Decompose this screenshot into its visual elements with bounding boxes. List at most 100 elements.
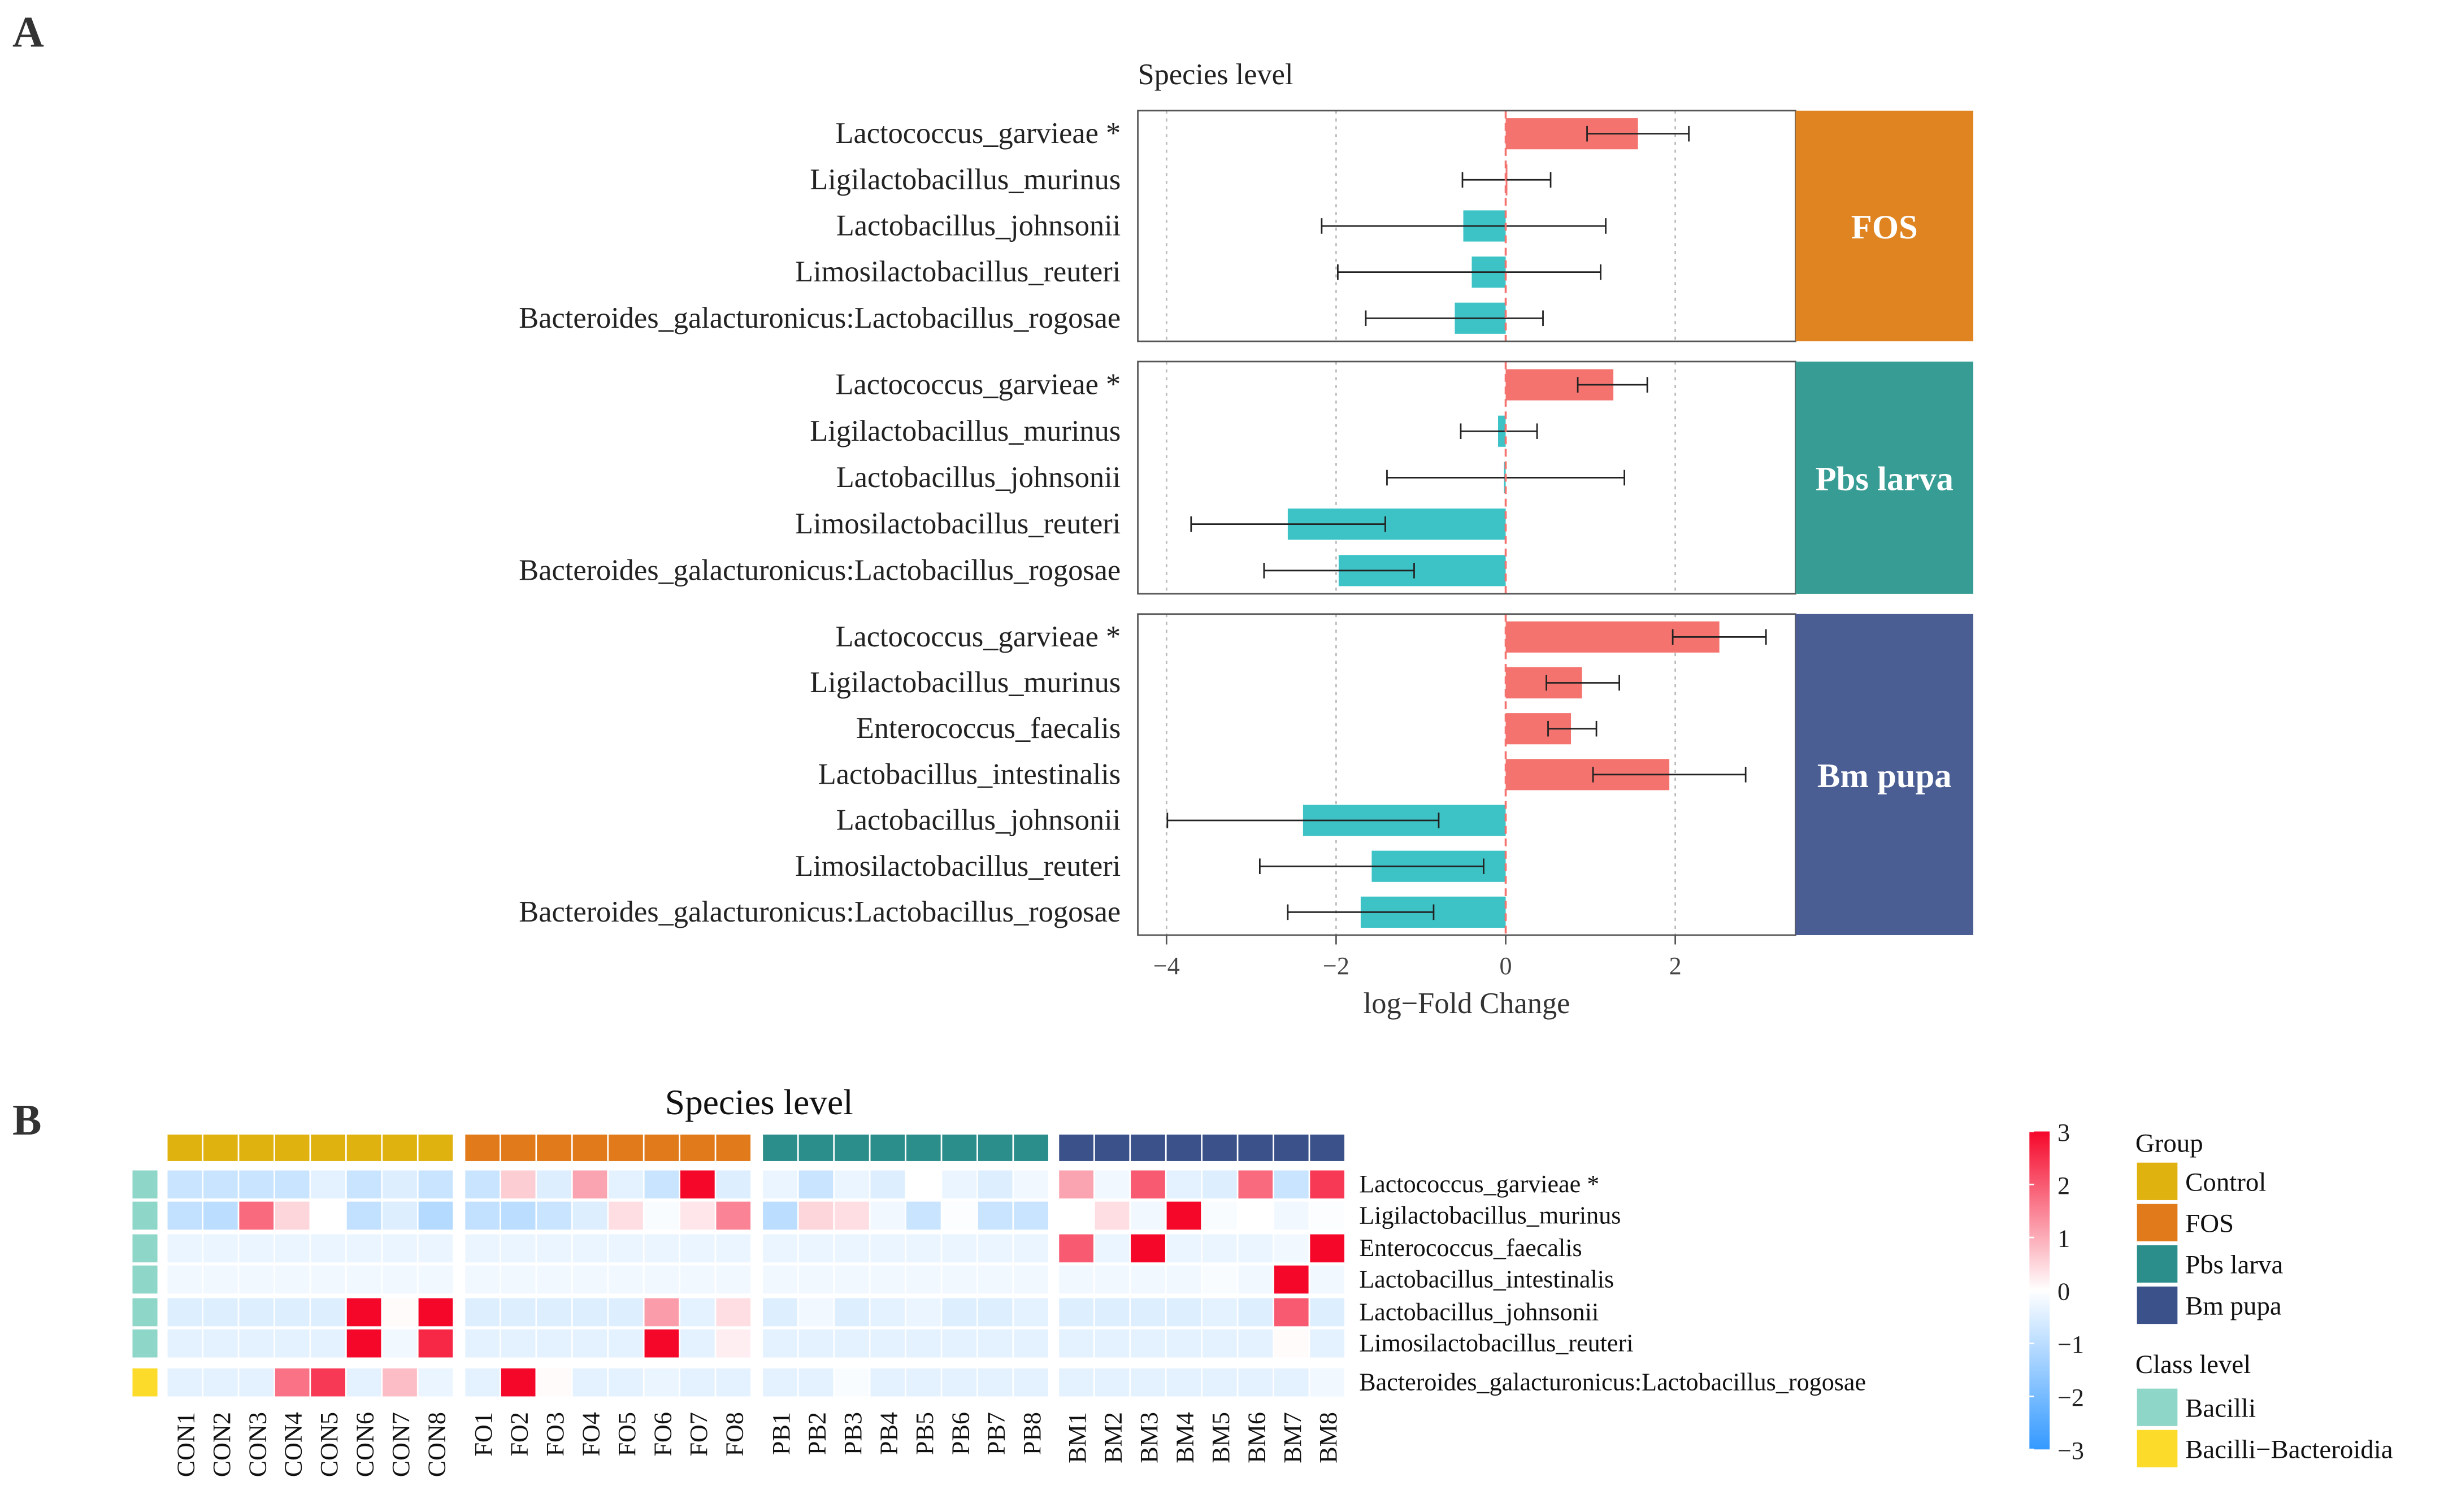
heatmap-cell [1166,1265,1201,1294]
heatmap-cell [906,1201,941,1230]
heatmap-cell [1014,1329,1048,1358]
heatmap-cell [1310,1234,1345,1263]
sample-label: CON8 [423,1412,450,1477]
sample-label: PB2 [804,1412,831,1455]
heatmap-cell [239,1265,274,1294]
heatmap-cell [798,1368,834,1397]
heatmap-title: Species level [665,1082,853,1122]
species-label: Enterococcus_faecalis [856,712,1121,745]
heatmap-cell [572,1201,607,1230]
heatmap-cell [346,1201,381,1230]
sample-label: FO8 [720,1412,748,1456]
heatmap-cell [798,1170,834,1199]
heatmap-cell [572,1368,607,1397]
panel-label-b: B [12,1096,42,1144]
group-annotation-cell [798,1135,834,1161]
sample-label: PB7 [983,1412,1010,1455]
species-label: Limosilactobacillus_reuteri [795,850,1121,883]
group-annotation-cell [167,1135,202,1161]
heatmap-cell [465,1298,500,1327]
heatmap-cell [906,1368,941,1397]
facet-strip [1795,614,1974,935]
heatmap-cell [763,1298,797,1327]
heatmap-cell [942,1298,977,1327]
heatmap-cell [1131,1234,1165,1263]
species-label: Ligilactobacillus_murinus [810,163,1121,196]
heatmap-cell [644,1201,679,1230]
heatmap-cell [1095,1368,1130,1397]
heatmap-cell [1166,1368,1201,1397]
heatmap-cell [167,1368,202,1397]
heatmap-cell [1274,1368,1309,1397]
group-annotation-cell [239,1135,274,1161]
heatmap-cell [1166,1298,1201,1327]
heatmap-cell [572,1329,607,1358]
legend-swatch [2137,1203,2178,1241]
heatmap-cell [383,1368,417,1397]
species-label: Bacteroides_galacturonicus:Lactobacillus… [519,302,1121,334]
heatmap-cell [644,1368,679,1397]
heatmap-cell [465,1234,500,1263]
heatmap-cell [203,1329,238,1358]
heatmap-cell [1131,1368,1165,1397]
heatmap-cell [906,1265,941,1294]
heatmap-cell [501,1170,536,1199]
heatmap-cell [644,1234,679,1263]
heatmap-cell [1203,1201,1237,1230]
group-annotation-cell [942,1135,977,1161]
group-annotation-cell [1238,1135,1273,1161]
species-label: Limosilactobacillus_reuteri [795,255,1121,288]
heatmap-cell [1059,1265,1093,1294]
group-annotation-cell [418,1135,453,1161]
heatmap-cell [1014,1368,1048,1397]
group-annotation-cell [1274,1135,1309,1161]
x-tick-label: 0 [1499,952,1512,980]
heatmap-cell [346,1170,381,1199]
heatmap-cell [501,1368,536,1397]
sample-label: BM8 [1314,1412,1342,1463]
heatmap-cell [835,1201,869,1230]
heatmap-cell [680,1265,715,1294]
row-label: Lactococcus_garvieae * [1359,1170,1599,1198]
heatmap-cell [609,1201,643,1230]
heatmap-cell [1059,1298,1093,1327]
sample-label: FO4 [578,1412,605,1456]
heatmap-cell [537,1265,571,1294]
heatmap-cell [763,1201,797,1230]
heatmap-cell [203,1298,238,1327]
heatmap-cell [798,1234,834,1263]
heatmap-cell [763,1170,797,1199]
heatmap-cell [1059,1368,1093,1397]
heatmap-cell [537,1201,571,1230]
class-legend-title: Class level [2135,1350,2251,1379]
heatmap-cell [835,1234,869,1263]
heatmap-cell [978,1201,1013,1230]
heatmap-cell [203,1234,238,1263]
heatmap-cell [383,1201,417,1230]
group-annotation-cell [1014,1135,1048,1161]
group-annotation-cell [346,1135,381,1161]
heatmap-cell [835,1368,869,1397]
group-annotation-cell [465,1135,500,1161]
group-annotation-cell [716,1135,751,1161]
heatmap-cell [1203,1329,1237,1358]
heatmap-cell [418,1170,453,1199]
class-annotation-cell [132,1234,158,1263]
heatmap-cell [1310,1201,1345,1230]
heatmap-cell [203,1368,238,1397]
species-label: Limosilactobacillus_reuteri [795,507,1121,540]
heatmap-cell [870,1265,905,1294]
colorbar-tick-label: 1 [2057,1225,2070,1253]
heatmap-cell [239,1234,274,1263]
species-label: Lactobacillus_johnsonii [836,461,1121,494]
heatmap-cell [1203,1170,1237,1199]
heatmap-cell [537,1234,571,1263]
species-label: Lactococcus_garvieae * [836,117,1121,150]
heatmap-cell [942,1234,977,1263]
heatmap-cell [1095,1234,1130,1263]
heatmap-cell [906,1298,941,1327]
heatmap-cell [680,1368,715,1397]
class-annotation-cell [132,1329,158,1358]
heatmap-cell [1274,1329,1309,1358]
